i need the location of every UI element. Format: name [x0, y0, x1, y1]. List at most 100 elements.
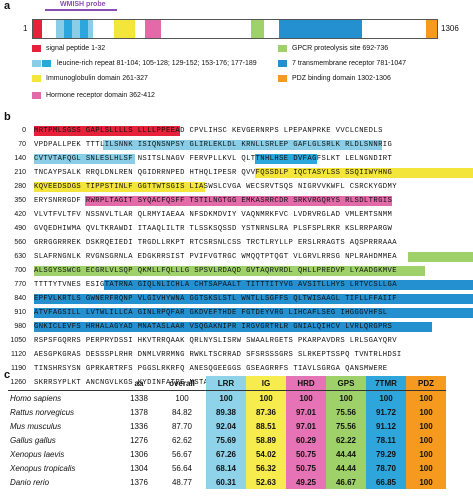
table-cell: Xenopus laevis — [10, 449, 65, 459]
gps-segment — [251, 20, 264, 38]
ig-domain-segment — [114, 20, 135, 38]
table-cell: Rattus norvegicus — [10, 407, 75, 417]
table-cell: 67.26 — [206, 447, 246, 461]
pdz-segment — [426, 20, 437, 38]
sequence-highlight — [104, 280, 473, 290]
sequence-position: 210 — [14, 169, 26, 176]
legend-swatch — [278, 60, 287, 67]
table-header-cell: IG — [246, 376, 286, 391]
table-cell: 100 — [286, 390, 326, 405]
table-cell: 100 — [246, 390, 286, 405]
sequence-text: EPFVLKRTLS GWNERFRQNP VLGIVHYWNA GGTSKSL… — [34, 295, 397, 303]
lrr-segment-2 — [64, 20, 72, 38]
panel-c: c aa overall LRR IG HRD GPS 7TMR PDZ Homo sapie… — [0, 369, 473, 500]
table-cell: 1376 — [130, 477, 148, 487]
identity-table: aa overall LRR IG HRD GPS 7TMR PDZ Homo sapiens… — [8, 376, 446, 489]
sequence-highlight — [34, 308, 473, 318]
sequence-text: VPDPALLPEK TTTLILSNNK ISIQNSNPSY GLIRLEK… — [34, 141, 393, 149]
table-cell: 75.69 — [206, 433, 246, 447]
sequence-row: 910 ATVFAGSILL LVTWLILLCA GINLRPQFAR GKDV… — [0, 307, 473, 319]
sequence-text: GVQEDHIWMA QVLTKRAWDI ITAAQLILTR TLSSKSQ… — [34, 225, 393, 233]
table-cell: 92.04 — [206, 419, 246, 433]
table-cell: 78.11 — [366, 433, 406, 447]
sequence-highlight — [34, 182, 205, 192]
table-cell: 62.22 — [326, 433, 366, 447]
lrr-segment-1 — [56, 20, 64, 38]
table-row: Danio rerio 1376 48.77 60.31 52.63 49.25 46.67… — [8, 475, 446, 489]
table-cell: 78.70 — [366, 461, 406, 475]
sequence-row: 1190 TINSHRSYSN GPRKARTRFS PGGSLRKRFQ ANE… — [0, 363, 473, 375]
table-cell: 62.62 — [171, 435, 193, 445]
sequence-row: 0 MRTPMLSGSS GAPLSLLLLS LLLLPPEEAD CPVLIH… — [0, 125, 473, 137]
sequence-row: 350 ERYSNRRGDF RWRPLTAGIT SYQACFQSFF TSTI… — [0, 195, 473, 207]
table-row: Mus musculus 1336 87.70 92.04 88.51 97.01 75.5… — [8, 419, 446, 433]
table-cell: 1306 — [130, 449, 148, 459]
sequence-position: 1190 — [10, 365, 26, 372]
sequence-row: 630 SLAFRNGNLK RVGNSGRNLA EDGKRRSIST PVIF… — [0, 251, 473, 263]
sequence-text: TINSHRSYSN GPRKARTRFS PGGSLRKRFQ ANESQGE… — [34, 365, 388, 373]
sequence-highlight — [34, 322, 432, 332]
sequence-row: 1120 AESGPKGRAS DESSSPLRHR DNMLVRRMNG RWK… — [0, 349, 473, 361]
sequence-text: MRTPMLSGSS GAPLSLLLLS LLLLPPEEAD CPVLIHS… — [34, 127, 383, 135]
legend-text: Immunoglobulin domain 261-327 — [46, 75, 148, 82]
sequence-position: 560 — [14, 239, 26, 246]
table-cell: 100 — [206, 390, 246, 405]
table-cell: 87.70 — [171, 421, 193, 431]
table-cell: 100 — [366, 390, 406, 405]
table-cell: 89.38 — [206, 405, 246, 419]
table-cell: 100 — [406, 419, 446, 433]
table-cell: 97.01 — [286, 405, 326, 419]
sequence-position: 0 — [22, 127, 26, 134]
sequence-position: 420 — [14, 211, 26, 218]
sequence-highlight — [408, 252, 473, 262]
table-header-cell: GPS — [326, 376, 366, 391]
sequence-highlight — [34, 154, 135, 164]
sequence-text: ALSGYSSWCG ECGRLVLSQP QKMLLFQLLLG SPSVLR… — [34, 267, 397, 275]
table-cell: 46.67 — [326, 475, 366, 489]
table-cell: 60.31 — [206, 475, 246, 489]
sequence-text: GRRGGRRREK DSKRQEIEDI TRGDLLRKPT RTCSRSN… — [34, 239, 397, 247]
table-cell: 56.67 — [171, 449, 193, 459]
table-cell: Danio rerio — [10, 477, 50, 487]
table-cell: 75.56 — [326, 419, 366, 433]
hormone-receptor-segment — [145, 20, 161, 38]
table-cell: 56.64 — [171, 463, 193, 473]
table-cell: 54.02 — [246, 447, 286, 461]
legend-swatch — [278, 45, 287, 52]
table-cell: Xenopus tropicalis — [10, 463, 76, 473]
sequence-highlight — [103, 140, 382, 150]
sequence-highlight — [34, 266, 425, 276]
sequence-text: KQVEEDSDGS TIPPSTINLF GGTTWTSGIS LIASWSL… — [34, 183, 397, 191]
table-cell: 1378 — [130, 407, 148, 417]
table-cell: 66.85 — [366, 475, 406, 489]
table-cell: 100 — [406, 461, 446, 475]
sequence-highlight — [255, 154, 317, 164]
sequence-position: 980 — [14, 323, 26, 330]
legend-swatch — [32, 45, 41, 52]
lrr-segment-4 — [80, 20, 88, 38]
sequence-row: 560 GRRGGRRREK DSKRQEIEDI TRGDLLRKPT RTCS… — [0, 237, 473, 249]
table-cell: 1336 — [130, 421, 148, 431]
table-header-cell: PDZ — [406, 376, 446, 391]
table-cell: 100 — [406, 405, 446, 419]
sequence-row: 1050 RSPSFGQRRS PERPRYDSSI HKVTRRQAAK QRL… — [0, 335, 473, 347]
table-header-cell: 7TMR — [366, 376, 406, 391]
legend-text: 7 transmembrane receptor 781-1047 — [292, 60, 407, 67]
sequence-position: 490 — [14, 225, 26, 232]
table-cell: 60.29 — [286, 433, 326, 447]
table-cell: 68.14 — [206, 461, 246, 475]
table-cell: 100 — [175, 393, 189, 403]
table-cell: 91.12 — [366, 419, 406, 433]
sequence-text: RSPSFGQRRS PERPRYDSSI HKVTRRQAAK QRLNYSL… — [34, 337, 397, 345]
7tm-segment — [279, 20, 362, 38]
sequence-text: SLAFRNGNLK RVGNSGRNLA EDGKRRSIST PVIFVGT… — [34, 253, 397, 261]
table-header-row: aa overall LRR IG HRD GPS 7TMR PDZ — [8, 376, 446, 391]
table-cell: 1304 — [130, 463, 148, 473]
table-header-cell: LRR — [206, 376, 246, 391]
table-cell: 100 — [406, 433, 446, 447]
table-cell: 87.36 — [246, 405, 286, 419]
table-cell: 56.32 — [246, 461, 286, 475]
table-cell: Mus musculus — [10, 421, 62, 431]
legend-text: leucine-rich repeat 81-104; 105-128; 129… — [57, 60, 257, 67]
panel-b-label: b — [4, 111, 11, 123]
